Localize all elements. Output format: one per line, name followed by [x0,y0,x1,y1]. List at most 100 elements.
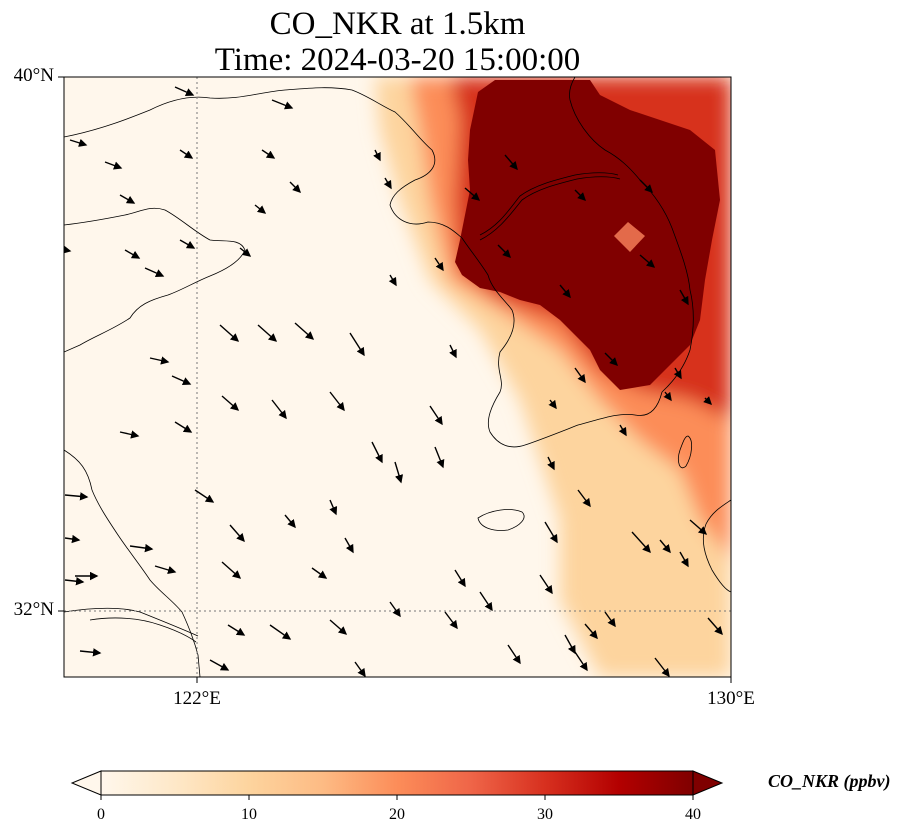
wind-arrow [79,648,102,657]
wind-arrow [329,619,348,635]
wind-arrow [631,531,651,554]
axis-ticks [58,76,732,683]
wind-arrow [559,284,571,299]
wind-arrow [209,659,230,671]
map-frame [63,76,732,678]
wind-arrow [639,179,653,193]
coastline-korea-west [461,237,526,448]
wind-arrow [179,149,194,159]
wind-arrow [257,324,278,342]
wind-arrow [271,399,287,420]
co-plume-core [455,80,720,390]
wind-arrow [383,177,392,190]
colorbar [70,770,724,800]
wind-arrow [329,391,345,412]
wind-arrow [434,446,445,469]
wind-arrow [564,634,576,655]
wind-arrow [389,601,401,618]
wind-arrow [618,424,627,437]
wind-arrow [144,267,165,277]
wind-arrow [229,524,245,543]
wind-arrow [269,624,292,640]
wind-arrow [449,344,457,359]
coastline-japan-tsushima [678,435,692,469]
wind-arrow [707,617,723,636]
wind-arrow [434,257,444,272]
wind-arrow [504,154,518,171]
wind-arrow [604,611,616,628]
wind-arrow [64,577,85,586]
wind-arrow [174,421,193,433]
co-plume-hotspot [614,222,645,252]
wind-arrow [119,194,136,204]
wind-arrow [547,456,555,471]
wind-arrow [388,274,397,287]
wind-arrow [574,189,586,201]
wind-arrow [271,99,294,110]
wind-arrow [639,254,656,268]
wind-arrow [329,499,338,516]
wind-arrow [703,396,712,405]
colorbar-label-30: 30 [537,806,553,823]
wind-arrow [679,551,689,568]
wind-arrow [544,521,558,544]
wind-arrow [689,519,708,535]
wind-arrow [574,367,586,384]
wind-arrow [349,332,365,357]
wind-arrow [154,565,177,575]
colorbar-label-40: 40 [685,806,701,823]
wind-arrow [654,657,670,677]
wind-arrow [174,86,195,96]
wind-arrow [539,574,553,595]
wind-arrow [294,322,315,340]
wind-arrow [227,624,246,636]
wind-arrow [507,644,521,665]
wind-arrow [284,514,296,529]
wind-arrow [584,623,598,640]
wind-arrow [548,399,557,410]
wind-arrow [577,489,591,508]
wind-arrow [119,430,140,439]
wind-arrow [354,661,366,677]
wind-vectors [64,86,723,677]
colorbar-min-extension [70,770,102,796]
colorbar-max-extension [692,770,724,796]
wind-arrow [679,289,689,306]
wind-arrow [659,539,671,554]
wind-arrow [311,567,328,579]
wind-arrow [171,375,192,385]
wind-arrow [429,405,443,426]
wind-arrow [673,367,682,380]
wind-arrow [64,245,72,254]
coastline-yangtze-estuary [64,607,199,643]
wind-arrow [254,204,267,214]
wind-arrow [604,352,618,366]
wind-arrow [129,543,154,553]
wind-arrow [497,244,511,258]
colorbar-label-10: 10 [241,806,257,823]
map-title: CO_NKR at 1.5km [269,6,526,42]
wind-arrow [444,611,458,630]
lat-label-32n: 32°N [13,599,54,620]
wind-arrow [371,441,383,464]
coastline-korea-south [524,391,663,446]
wind-arrow [464,187,481,201]
wind-arrow [394,461,404,484]
colorbar-ticks [100,795,694,800]
coastline-korea-east [569,77,694,393]
wind-arrow [261,149,276,159]
coastline-jeju [477,509,525,531]
wind-arrow [219,324,240,342]
wind-arrow [221,395,240,411]
map-timestamp: Time: 2024-03-20 15:00:00 [214,42,581,78]
wind-arrow [663,391,672,402]
wind-arrow [344,537,354,554]
wind-arrow [479,591,493,612]
colorbar-label-0: 0 [97,806,105,823]
wind-arrow [373,149,381,162]
wind-arrow [64,492,89,501]
wind-arrow [149,356,170,365]
lon-label-122e: 122°E [173,688,221,709]
coastline-korea-border [479,172,621,241]
